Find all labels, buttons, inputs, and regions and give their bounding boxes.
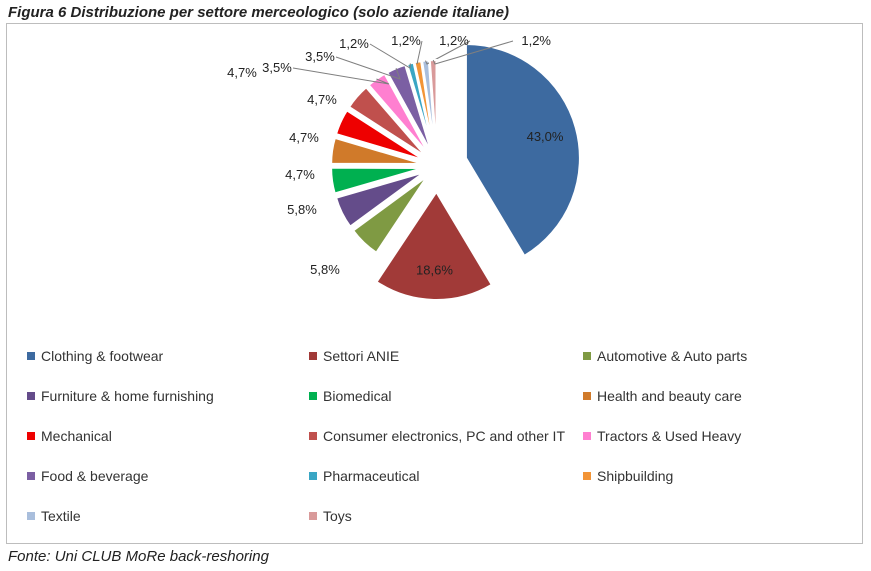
pie-slice-health-and-beauty-care (330, 136, 424, 165)
pie-slice-mechanical (334, 108, 425, 162)
slice-data-label: 18,6% (416, 263, 453, 278)
legend-label: Biomedical (323, 388, 392, 404)
leader-line (335, 56, 401, 80)
slice-data-label: 4,7% (307, 92, 337, 107)
legend-item: Food & beverage (27, 468, 148, 484)
legend-item: Furniture & home furnishing (27, 388, 214, 404)
legend-swatch (583, 432, 591, 440)
legend-label: Furniture & home furnishing (41, 388, 214, 404)
legend-label: Automotive & Auto parts (597, 348, 748, 364)
legend-item: Consumer electronics, PC and other IT (309, 428, 565, 444)
legend-item: Tractors & Used Heavy (583, 428, 741, 444)
legend-item: Biomedical (309, 388, 391, 404)
legend-label: Shipbuilding (597, 468, 674, 484)
legend-swatch (309, 512, 317, 520)
legend-swatch (27, 432, 35, 440)
legend-label: Tractors & Used Heavy (597, 428, 742, 444)
legend-swatch (27, 352, 35, 360)
slice-data-label: 5,8% (310, 262, 340, 277)
slice-data-label: 43,0% (527, 129, 564, 144)
slice-data-label: 1,2% (339, 36, 369, 51)
legend-item: Health and beauty care (583, 388, 742, 404)
legend-item: Toys (309, 508, 352, 524)
legend-label: Clothing & footwear (41, 348, 164, 364)
slice-data-label: 4,7% (289, 130, 319, 145)
legend-swatch (309, 392, 317, 400)
pie-slice-clothing-footwear (464, 43, 581, 258)
pie-slice-automotive-auto-parts (351, 175, 429, 255)
pie-chart: 43,0% 18,6% 5,8% 5,8% 4,7% 4,7% 4,7% 4,7% 3,5% 3,… (227, 33, 581, 301)
chart-frame: 43,0% 18,6% 5,8% 5,8% 4,7% 4,7% 4,7% 4,7% 3,5% 3,… (6, 23, 863, 544)
figure-source: Fonte: Uni CLUB MoRe back-reshoring (8, 548, 269, 565)
legend-label: Settori ANIE (323, 348, 400, 364)
pie-slice-consumer-electronics-pc-and-other-it (347, 85, 428, 158)
legend-label: Textile (41, 508, 81, 524)
legend-swatch (309, 352, 317, 360)
legend-label: Pharmaceutical (323, 468, 420, 484)
leader-line (432, 40, 514, 65)
slice-data-label: 4,7% (285, 167, 315, 182)
legend-swatch (583, 392, 591, 400)
legend-item: Automotive & Auto parts (583, 348, 747, 364)
legend-swatch (27, 512, 35, 520)
figure-title: Figura 6 Distribuzione per settore merce… (8, 4, 509, 21)
legend-label: Toys (323, 508, 352, 524)
leader-line (292, 67, 390, 85)
pie-slice-textile (421, 59, 437, 153)
legend-swatch (27, 392, 35, 400)
slice-data-label: 1,2% (391, 33, 421, 48)
legend-swatch (309, 432, 317, 440)
legend-item: Textile (27, 508, 81, 524)
legend-swatch (583, 352, 591, 360)
legend-swatch (309, 472, 317, 480)
slice-data-label: 5,8% (287, 202, 317, 217)
leader-line (416, 40, 423, 65)
legend-item: Pharmaceutical (309, 468, 420, 484)
slice-data-label: 3,5% (305, 49, 335, 64)
legend-label: Mechanical (41, 428, 112, 444)
legend-item: Mechanical (27, 428, 112, 444)
legend-label: Consumer electronics, PC and other IT (323, 428, 565, 444)
legend-item: Clothing & footwear (27, 348, 163, 364)
leader-line (369, 43, 411, 69)
legend-swatch (583, 472, 591, 480)
slice-data-label: 4,7% (227, 65, 257, 80)
leader-line (425, 40, 471, 65)
legend-item: Shipbuilding (583, 468, 673, 484)
slice-data-label: 1,2% (439, 33, 469, 48)
legend-swatch (27, 472, 35, 480)
pie-slice-biomedical (330, 166, 424, 195)
pie-slice-furniture-home-furnishing (334, 171, 426, 228)
slice-data-label: 3,5% (262, 60, 292, 75)
legend-label: Health and beauty care (597, 388, 742, 404)
slice-data-label: 1,2% (521, 33, 551, 48)
pie-slice-settori-anie (375, 190, 494, 301)
legend-label: Food & beverage (41, 468, 149, 484)
legend-item: Settori ANIE (309, 348, 399, 364)
